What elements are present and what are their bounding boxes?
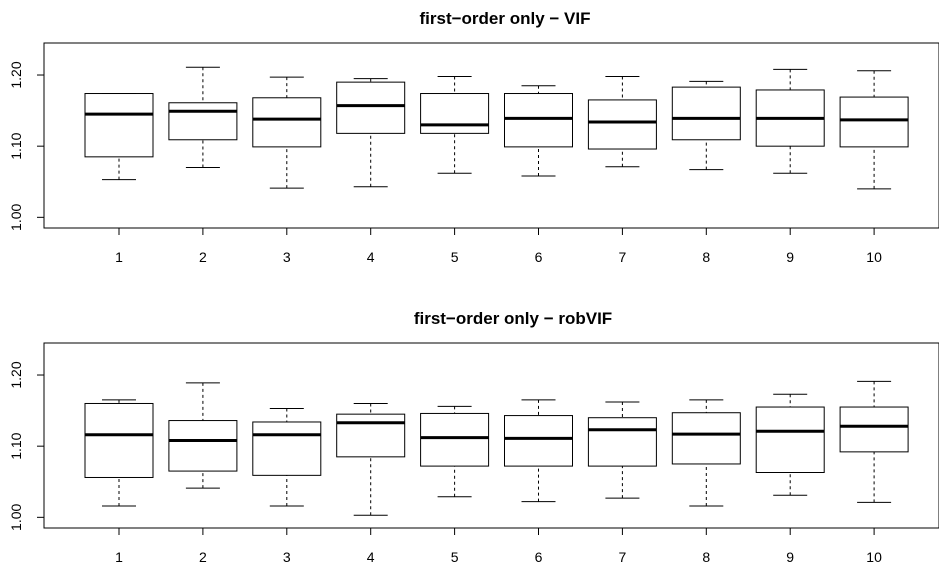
x-tick-label: 4 (367, 249, 375, 265)
box-iqr (252, 421, 322, 476)
x-tick-label: 9 (786, 549, 794, 564)
y-tick-label: 1.20 (8, 361, 24, 388)
x-tick-label: 7 (619, 549, 627, 564)
boxplot-4 (336, 78, 406, 188)
x-axis-vif: 1 2 3 4 5 6 7 8 9 10 (115, 228, 882, 265)
boxplot-1 (84, 399, 154, 507)
x-tick-label: 10 (866, 249, 882, 265)
chart-title-vif: first−order only − VIF (420, 9, 591, 28)
x-tick-label: 1 (115, 249, 123, 265)
box-iqr (671, 86, 741, 141)
boxplot-2 (168, 66, 238, 169)
y-tick-label: 1.20 (8, 61, 24, 88)
x-tick-label: 8 (702, 249, 710, 265)
x-tick-label: 8 (702, 549, 710, 564)
x-tick-label: 7 (619, 249, 627, 265)
chart-title-robvif: first−order only − robVIF (414, 309, 612, 328)
boxplot-5 (420, 75, 490, 174)
x-tick-label: 10 (866, 549, 882, 564)
x-tick-label: 3 (283, 249, 291, 265)
box-iqr (336, 413, 406, 458)
y-axis-vif: 1.00 1.10 1.20 (8, 61, 45, 231)
box-iqr (84, 93, 154, 158)
x-tick-label: 6 (535, 549, 543, 564)
box-iqr (336, 81, 406, 134)
box-iqr (671, 412, 741, 465)
x-tick-label: 2 (199, 549, 207, 564)
boxplot-8 (671, 399, 741, 507)
box-iqr (587, 99, 657, 150)
box-iqr (84, 402, 154, 478)
boxplot-3 (252, 76, 322, 189)
x-tick-label: 1 (115, 549, 123, 564)
boxplot-2 (168, 382, 238, 489)
x-tick-label: 5 (451, 249, 459, 265)
x-tick-label: 2 (199, 249, 207, 265)
box-iqr (420, 93, 490, 134)
box-iqr (504, 93, 573, 148)
x-tick-label: 6 (535, 249, 543, 265)
boxes-vif (84, 66, 909, 190)
x-tick-label: 9 (786, 249, 794, 265)
boxplot-6 (504, 399, 573, 503)
boxplot-7 (587, 75, 657, 168)
box-iqr (420, 412, 490, 467)
boxplot-10 (839, 380, 909, 503)
box-iqr (252, 97, 322, 148)
box-iqr (839, 406, 909, 453)
box-iqr (168, 102, 238, 141)
box-iqr (839, 96, 909, 148)
x-tick-label: 4 (367, 549, 375, 564)
panel-robvif: first−order only − robVIF 1.00 1.10 1.20 1… (8, 309, 939, 564)
boxes-robvif (84, 380, 909, 516)
boxplot-6 (504, 85, 573, 177)
x-tick-label: 3 (283, 549, 291, 564)
panel-vif: first−order only − VIF 1.00 1.10 1.20 1 2 3 4… (8, 9, 939, 265)
boxplot-8 (671, 80, 741, 171)
box-iqr (168, 420, 238, 472)
boxplot-1 (84, 93, 154, 181)
box-iqr (504, 415, 573, 467)
box-iqr (587, 417, 657, 467)
boxplot-5 (420, 405, 490, 498)
boxplot-3 (252, 407, 322, 507)
y-axis-robvif: 1.00 1.10 1.20 (8, 361, 45, 531)
y-tick-label: 1.10 (8, 432, 24, 459)
y-tick-label: 1.00 (8, 203, 24, 230)
boxplot-10 (839, 70, 909, 190)
box-iqr (755, 406, 825, 473)
x-axis-robvif: 1 2 3 4 5 6 7 8 9 10 (115, 528, 882, 564)
boxplot-7 (587, 401, 657, 499)
x-tick-label: 5 (451, 549, 459, 564)
y-tick-label: 1.10 (8, 132, 24, 159)
boxplot-9 (755, 68, 825, 174)
boxplot-9 (755, 393, 825, 496)
boxplot-4 (336, 402, 406, 516)
y-tick-label: 1.00 (8, 503, 24, 530)
